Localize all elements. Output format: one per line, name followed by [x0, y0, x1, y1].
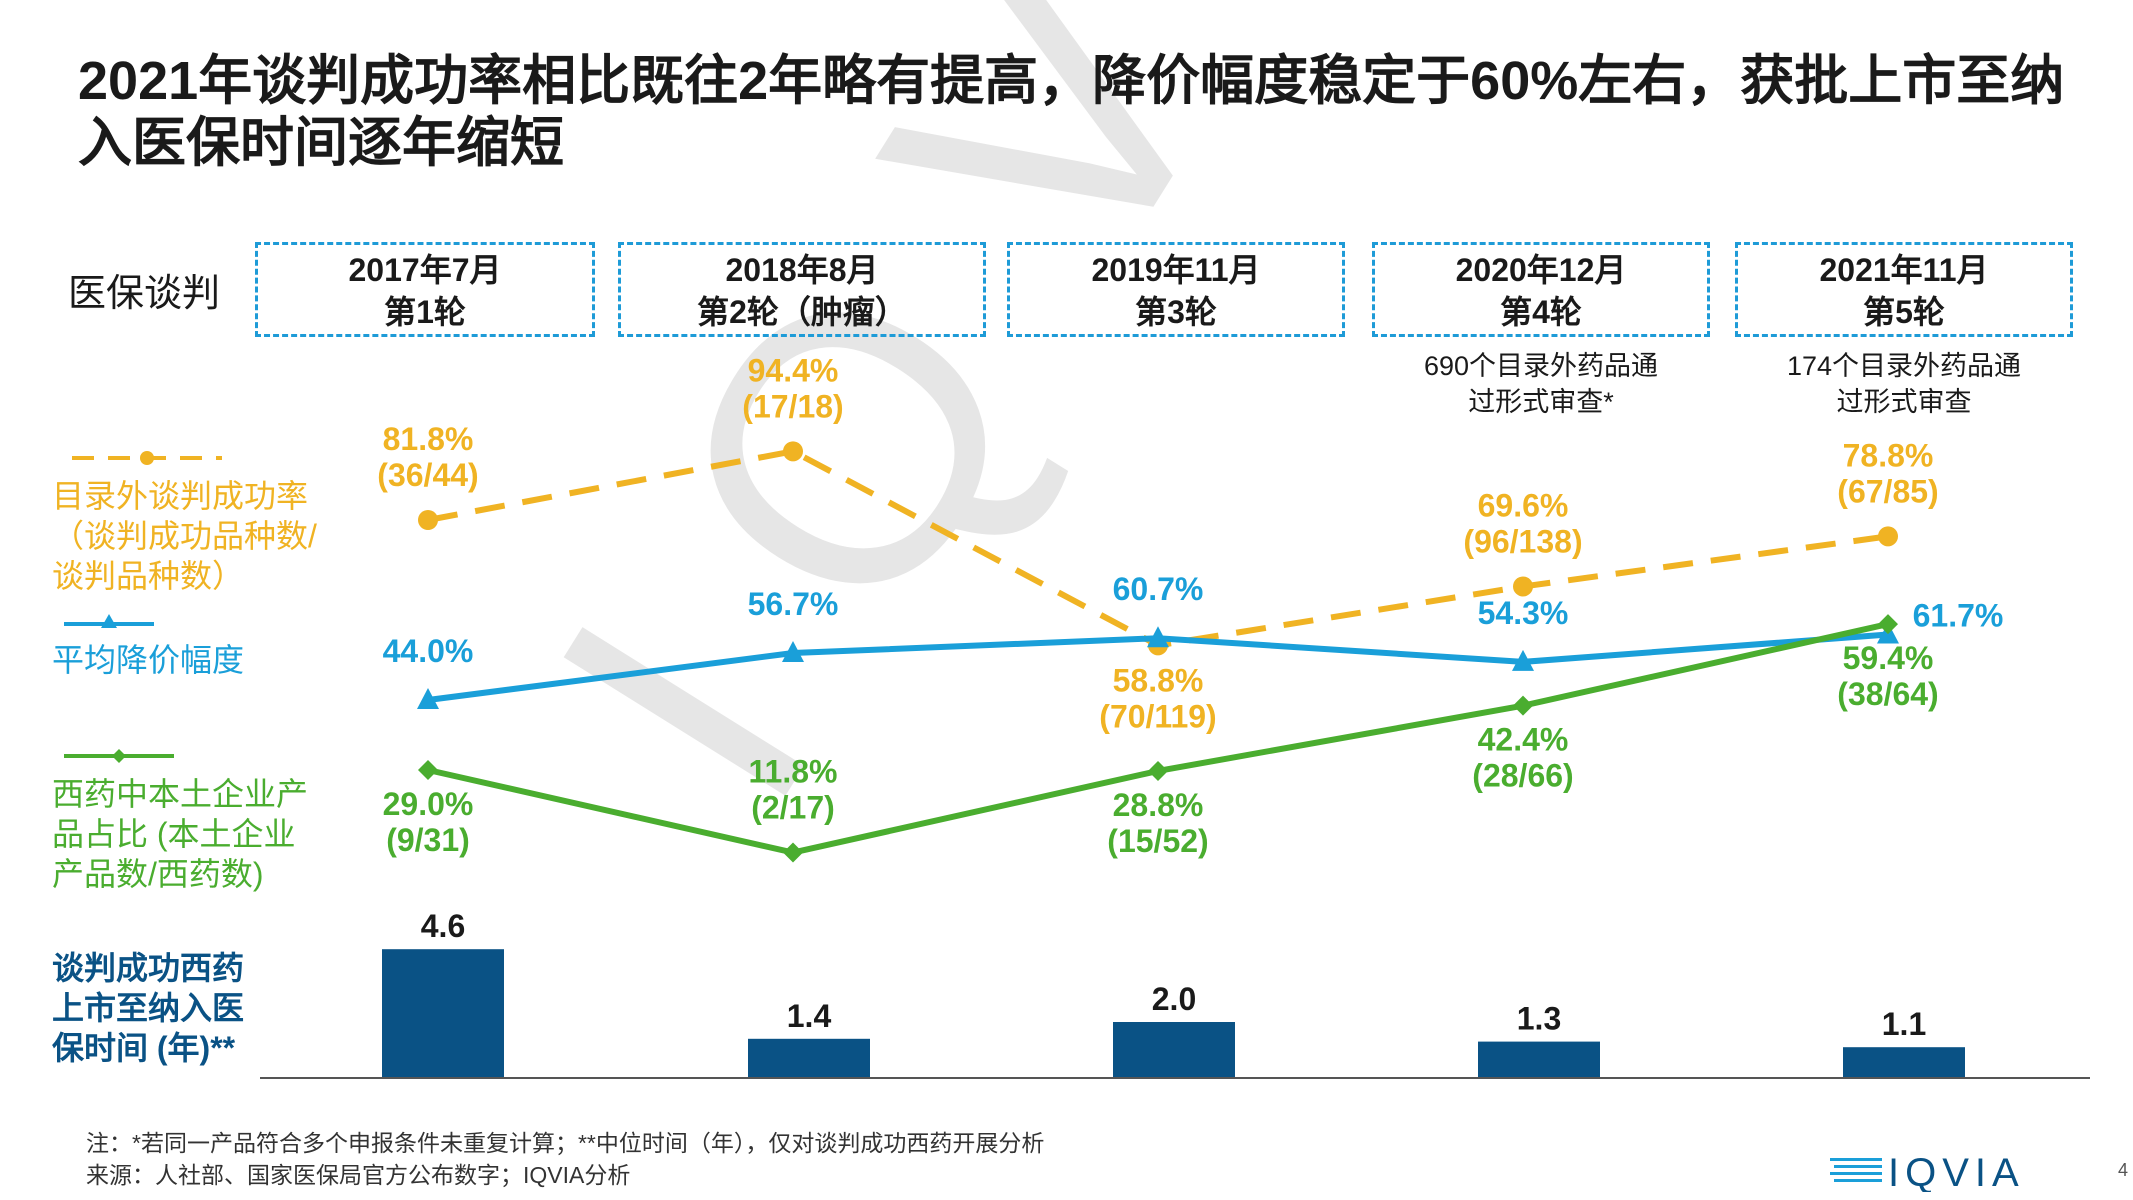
- iqvia-logo-mark: IQVIA: [1830, 1151, 2025, 1195]
- legend-local-share: 西药中本土企业产 品占比 (本土企业 产品数/西药数): [52, 746, 308, 894]
- row-label-negotiation: 医保谈判: [68, 273, 221, 315]
- data-sublabel-success_rate-3: (96/138): [1463, 523, 1582, 559]
- data-label-price_cut-2: 60.7%: [1113, 571, 1204, 607]
- iqvia-logo: IQVIA: [1830, 1148, 2030, 1195]
- round-box-5: 2021年11月 第5轮: [1735, 242, 2073, 337]
- round-number: 第5轮: [1863, 294, 1945, 330]
- point-local_share-3: [1513, 695, 1533, 716]
- bar-time-2: [1113, 1022, 1235, 1078]
- round-date: 2017年7月: [348, 252, 502, 288]
- point-success_rate-4: [1878, 526, 1898, 547]
- round-box-4: 2020年12月 第4轮: [1372, 242, 1710, 337]
- data-label-price_cut-4: 61.7%: [1913, 598, 2004, 634]
- data-sublabel-success_rate-1: (17/18): [742, 388, 843, 424]
- round-box-3: 2019年11月 第3轮: [1007, 242, 1345, 337]
- point-local_share-1: [783, 842, 803, 863]
- point-local_share-4: [1878, 614, 1898, 635]
- legend-label-time-to-nrdl: 谈判成功西药 上市至纳入医 保时间 (年)**: [52, 950, 245, 1066]
- data-label-success_rate-0: 81.8%: [383, 421, 474, 457]
- page-number: 4: [2118, 1160, 2129, 1180]
- legend-label-success-rate: 目录外谈判成功率 （谈判成功品种数/ 谈判品种数）: [52, 478, 317, 594]
- point-success_rate-1: [783, 441, 803, 462]
- data-label-price_cut-1: 56.7%: [748, 586, 839, 622]
- data-label-price_cut-0: 44.0%: [383, 633, 474, 669]
- data-label-price_cut-3: 54.3%: [1478, 595, 1569, 631]
- data-label-success_rate-1: 94.4%: [748, 352, 839, 388]
- point-price_cut-2: [1147, 626, 1169, 648]
- point-price_cut-0: [417, 688, 439, 709]
- data-sublabel-local_share-4: (38/64): [1837, 676, 1938, 712]
- data-label-local_share-0: 29.0%: [383, 786, 474, 822]
- bar-label-1: 1.4: [787, 998, 832, 1034]
- data-sublabel-success_rate-4: (67/85): [1837, 473, 1938, 509]
- data-sublabel-local_share-1: (2/17): [751, 790, 835, 826]
- data-sublabel-local_share-0: (9/31): [386, 822, 470, 858]
- legend-price-cut: 平均降价幅度: [52, 612, 244, 680]
- round-note-4: 690个目录外药品通 过形式审查*: [1423, 351, 1659, 417]
- round-note-5: 174个目录外药品通 过形式审查: [1786, 351, 2022, 417]
- page-title: 2021年谈判成功率相比既往2年略有提高，降价幅度稳定于60%左右，获批上市至纳…: [78, 51, 2065, 173]
- data-label-local_share-3: 42.4%: [1478, 722, 1569, 758]
- data-sublabel-success_rate-2: (70/119): [1099, 698, 1216, 734]
- data-label-local_share-4: 59.4%: [1843, 640, 1934, 676]
- round-date: 2019年11月: [1091, 252, 1261, 288]
- point-price_cut-1: [782, 641, 804, 663]
- data-sublabel-local_share-2: (15/52): [1107, 823, 1208, 859]
- series-line-success_rate: [427, 448, 1889, 649]
- data-label-success_rate-2: 58.8%: [1113, 662, 1204, 698]
- legend-marker-local-share: [64, 749, 174, 763]
- point-success_rate-3: [1513, 576, 1533, 597]
- legend-time-to-nrdl: 谈判成功西药 上市至纳入医 保时间 (年)**: [52, 948, 244, 1068]
- point-local_share-2: [1148, 760, 1168, 781]
- round-box-1: 2017年7月 第1轮: [255, 242, 595, 337]
- data-sublabel-local_share-3: (28/66): [1472, 758, 1573, 794]
- bar-label-4: 1.1: [1882, 1006, 1926, 1042]
- round-date: 2018年8月: [725, 252, 879, 288]
- logo-text: IQVIA: [1888, 1151, 2025, 1192]
- round-number: 第1轮: [384, 294, 466, 330]
- legend-label-local-share: 西药中本土企业产 品占比 (本土企业 产品数/西药数): [52, 776, 309, 892]
- legend-marker-price-cut: [64, 614, 154, 628]
- bar-time-4: [1843, 1047, 1965, 1078]
- data-label-local_share-2: 28.8%: [1113, 787, 1204, 823]
- bar-time-3: [1478, 1041, 1600, 1078]
- data-label-local_share-1: 11.8%: [749, 754, 838, 790]
- data-sublabel-success_rate-0: (36/44): [377, 457, 478, 493]
- data-label-success_rate-3: 69.6%: [1478, 487, 1569, 523]
- footnote-note: 注：*若同一产品符合多个申报条件未重复计算；**中位时间（年），仅对谈判成功西药…: [86, 1130, 1045, 1156]
- round-date: 2021年11月: [1819, 252, 1989, 288]
- legend-marker-success-rate: [72, 451, 222, 465]
- round-number: 第3轮: [1135, 294, 1217, 330]
- round-date: 2020年12月: [1455, 252, 1627, 288]
- bar-label-0: 4.6: [421, 908, 465, 944]
- round-number: 第2轮（肿瘤）: [697, 294, 907, 330]
- bar-label-2: 2.0: [1152, 981, 1196, 1017]
- bar-time-0: [382, 949, 504, 1078]
- round-number: 第4轮: [1500, 294, 1582, 330]
- round-box-2: 2018年8月 第2轮（肿瘤）: [618, 242, 986, 337]
- bar-label-3: 1.3: [1517, 1001, 1561, 1037]
- point-success_rate-0: [418, 510, 438, 530]
- legend-label-price-cut: 平均降价幅度: [52, 642, 245, 678]
- point-price_cut-3: [1512, 649, 1534, 671]
- data-label-success_rate-4: 78.8%: [1843, 437, 1934, 473]
- bar-time-1: [748, 1038, 870, 1078]
- point-local_share-0: [418, 760, 438, 780]
- legend-success-rate: 目录外谈判成功率 （谈判成功品种数/ 谈判品种数）: [52, 448, 317, 596]
- footnote-source: 来源：人社部、国家医保局官方公布数字；IQVIA分析: [86, 1162, 631, 1188]
